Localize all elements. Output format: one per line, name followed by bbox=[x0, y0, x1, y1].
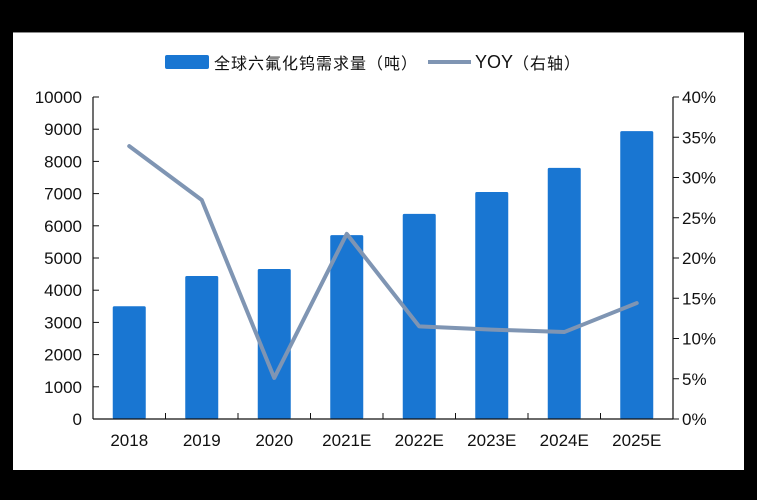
right-tick-label: 20% bbox=[682, 249, 716, 268]
right-tick-label: 5% bbox=[682, 370, 707, 389]
right-tick-label: 15% bbox=[682, 289, 716, 308]
legend: 全球六氟化钨需求量（吨） YOY （右轴） bbox=[165, 51, 582, 73]
left-tick-label: 8000 bbox=[44, 152, 82, 171]
left-tick-label: 5000 bbox=[44, 249, 82, 268]
x-tick-label: 2020 bbox=[255, 431, 293, 450]
x-tick-label: 2023E bbox=[467, 431, 516, 450]
legend-line-axis-note: （右轴） bbox=[513, 54, 582, 73]
right-tick-label: 10% bbox=[682, 330, 716, 349]
left-tick-label: 10000 bbox=[35, 88, 82, 107]
x-tick-label: 2018 bbox=[110, 431, 148, 450]
left-tick-label: 2000 bbox=[44, 346, 82, 365]
legend-line-label: YOY bbox=[475, 51, 514, 72]
bar-2019 bbox=[185, 276, 219, 419]
axes: 0 1000 2000 3000 4000 5000 6000 7000 8000 9000 100… bbox=[35, 88, 716, 450]
x-tick-label: 2024E bbox=[540, 431, 589, 450]
yoy-line bbox=[127, 144, 639, 380]
left-tick-label: 7000 bbox=[44, 185, 82, 204]
left-tick-label: 6000 bbox=[44, 217, 82, 236]
legend-bar-swatch bbox=[165, 55, 209, 69]
right-tick-label: 0% bbox=[682, 410, 707, 429]
left-tick-label: 0 bbox=[73, 410, 82, 429]
left-tick-label: 3000 bbox=[44, 313, 82, 332]
left-tick-label: 1000 bbox=[44, 378, 82, 397]
right-tick-label: 40% bbox=[682, 88, 716, 107]
legend-line-swatch bbox=[428, 60, 472, 64]
legend-bar-label: 全球六氟化钨需求量（吨） bbox=[214, 54, 419, 73]
right-tick-label: 35% bbox=[682, 128, 716, 147]
bar-2025E bbox=[620, 131, 654, 419]
x-tick-label: 2021E bbox=[322, 431, 371, 450]
bar-2018 bbox=[112, 306, 146, 419]
left-tick-label: 4000 bbox=[44, 281, 82, 300]
right-tick-label: 25% bbox=[682, 209, 716, 228]
x-tick-label: 2022E bbox=[395, 431, 444, 450]
bar-series bbox=[112, 131, 654, 419]
x-tick-label: 2025E bbox=[612, 431, 661, 450]
bar-2020 bbox=[257, 268, 291, 419]
x-tick-label: 2019 bbox=[183, 431, 221, 450]
left-tick-label: 9000 bbox=[44, 120, 82, 139]
bar-2024E bbox=[547, 167, 581, 419]
line-series bbox=[127, 144, 639, 380]
bar-2021E bbox=[330, 235, 364, 419]
right-tick-label: 30% bbox=[682, 169, 716, 188]
bar-2023E bbox=[475, 191, 509, 419]
bar-2022E bbox=[402, 213, 436, 419]
